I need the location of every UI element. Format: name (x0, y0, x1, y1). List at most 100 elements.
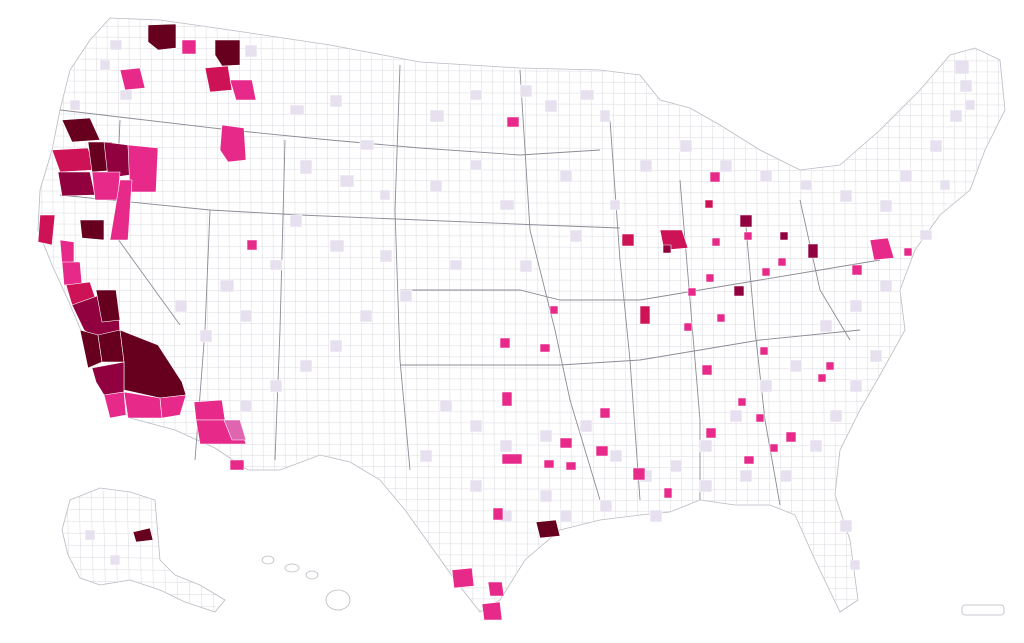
county-shape (599, 407, 611, 419)
county-shape (929, 139, 943, 153)
county-shape (549, 305, 559, 315)
county-shape (743, 231, 753, 241)
county-shape (849, 299, 863, 313)
county-shape (711, 237, 721, 247)
county-shape (699, 439, 713, 453)
county-shape (57, 171, 96, 197)
county-shape (662, 244, 672, 254)
county-shape (239, 309, 253, 323)
county-shape (91, 361, 125, 396)
county-shape (379, 249, 393, 263)
county-shape (339, 174, 355, 188)
county-shape (535, 519, 561, 539)
county-shape (229, 459, 245, 471)
county-shape (359, 139, 375, 151)
county-shape (119, 89, 133, 101)
county-shape (59, 239, 75, 265)
puerto-rico-outline (961, 604, 1005, 616)
county-shape (79, 219, 105, 241)
county-shape (539, 343, 551, 353)
county-shape (704, 199, 714, 209)
county-shape (439, 399, 453, 413)
county-shape (777, 257, 787, 267)
county-shape (649, 509, 663, 523)
county-shape (559, 437, 573, 449)
county-shape (869, 349, 883, 363)
county-shape (469, 479, 483, 493)
county-shape (499, 439, 513, 453)
county-shape (181, 39, 197, 55)
county-shape (109, 554, 121, 566)
county-shape (174, 299, 188, 313)
county-shape (825, 361, 835, 371)
county-shape (739, 214, 753, 228)
county-shape (299, 359, 313, 373)
county-shape (683, 322, 693, 332)
county-shape (579, 419, 593, 433)
county-shape (379, 189, 391, 201)
county-shape (639, 159, 653, 173)
county-shape (669, 459, 683, 473)
county-shape (223, 419, 247, 441)
county-shape (37, 214, 56, 246)
county-shape (779, 231, 789, 241)
county-shape (759, 379, 773, 393)
county-shape (779, 469, 793, 483)
county-shape (193, 399, 226, 421)
county-shape (799, 179, 813, 191)
county-shape (539, 429, 553, 443)
county-shape (269, 379, 283, 393)
county-shape (329, 94, 343, 108)
county-shape (429, 179, 443, 193)
county-shape (719, 159, 733, 173)
county-shape (451, 567, 475, 589)
county-shape (919, 229, 933, 241)
hawaii-islands (261, 555, 351, 611)
county-shape (51, 147, 96, 173)
county-shape (701, 364, 713, 376)
county-shape (819, 319, 833, 333)
county-shape (159, 394, 187, 419)
county-shape (519, 84, 533, 98)
county-shape (879, 279, 893, 293)
county-shape (733, 285, 745, 297)
county-shape (429, 109, 445, 123)
county-shape (506, 116, 520, 128)
county-shape (743, 455, 755, 465)
county-shape (839, 519, 853, 533)
county-shape (544, 99, 558, 113)
county-shape (559, 169, 573, 183)
county-shape (492, 507, 504, 521)
county-shape (219, 124, 247, 163)
county-shape (609, 199, 621, 211)
county-shape (599, 109, 611, 123)
county-shape (959, 79, 973, 93)
county-shape (132, 527, 154, 543)
county-shape (199, 329, 213, 343)
county-shape (609, 449, 623, 463)
county-fills (37, 23, 976, 621)
county-shape (729, 409, 743, 423)
county-shape (632, 467, 646, 481)
county-shape (639, 305, 651, 325)
county-shape (939, 179, 951, 191)
county-shape (499, 337, 511, 349)
county-shape (737, 397, 747, 407)
county-shape (899, 169, 913, 183)
county-shape (785, 431, 797, 443)
county-shape (699, 479, 713, 493)
county-shape (299, 159, 313, 175)
county-shape (359, 309, 373, 323)
county-shape (219, 279, 235, 293)
county-shape (481, 601, 503, 621)
county-shape (239, 399, 253, 413)
county-shape (244, 44, 258, 58)
county-shape (501, 391, 513, 407)
county-shape (95, 289, 121, 323)
county-shape (679, 139, 693, 153)
county-shape (204, 65, 233, 93)
contiguous-us-outline (37, 17, 1006, 613)
county-shape (99, 59, 111, 71)
county-shape (705, 427, 717, 439)
county-shape (869, 237, 895, 261)
